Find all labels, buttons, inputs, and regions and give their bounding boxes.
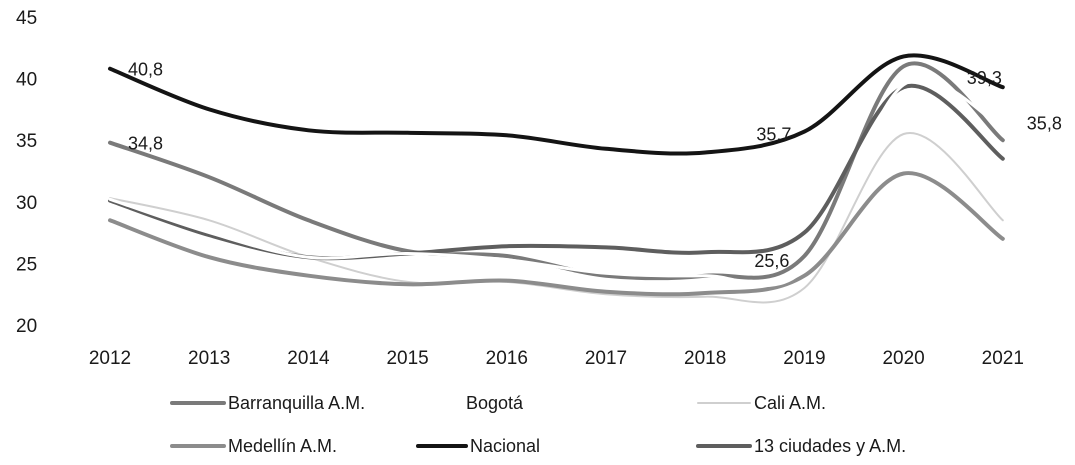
x-tick-label: 2017 xyxy=(585,348,627,369)
legend-label: Bogotá xyxy=(466,393,524,413)
legend-label: Barranquilla A.M. xyxy=(228,393,365,413)
x-tick-label: 2016 xyxy=(486,348,528,369)
legend-item: 13 ciudades y A.M. xyxy=(696,436,906,456)
x-axis: 2012 2013 2014 2015 2016 2017 2018 2019 2020 2021 xyxy=(89,348,1024,369)
legend-label: Cali A.M. xyxy=(754,393,826,413)
x-tick-label: 2021 xyxy=(982,348,1024,369)
legend-label: 13 ciudades y A.M. xyxy=(754,436,906,456)
legend-item: Barranquilla A.M. xyxy=(170,393,365,413)
data-label: 40,8 xyxy=(128,60,163,80)
x-tick-label: 2013 xyxy=(188,348,230,369)
legend-label: Nacional xyxy=(470,436,540,456)
legend-item: Cali A.M. xyxy=(697,393,826,413)
y-tick-label: 35 xyxy=(16,131,37,152)
y-tick-label: 45 xyxy=(16,8,37,29)
data-label: 39,3 xyxy=(967,68,1002,88)
x-tick-label: 2020 xyxy=(882,348,924,369)
series-line-cali-a-m xyxy=(109,132,1004,304)
y-tick-label: 25 xyxy=(16,254,37,275)
series-lines xyxy=(108,53,1005,304)
x-tick-label: 2019 xyxy=(783,348,825,369)
x-tick-label: 2018 xyxy=(684,348,726,369)
x-tick-label: 2014 xyxy=(287,348,330,369)
y-tick-label: 40 xyxy=(16,70,37,91)
legend: Barranquilla A.M. Bogotá Cali A.M. Medellín… xyxy=(170,393,906,456)
x-tick-label: 2012 xyxy=(89,348,131,369)
data-label: 34,8 xyxy=(128,134,163,154)
data-label: 25,6 xyxy=(754,251,789,271)
y-tick-label: 30 xyxy=(16,193,37,214)
series-line-medellin-a-m xyxy=(108,171,1005,297)
y-axis: 20 25 30 35 40 45 xyxy=(16,8,37,337)
legend-item: Medellín A.M. xyxy=(170,436,337,456)
data-label: 35,8 xyxy=(1027,113,1062,133)
series-line-nacional xyxy=(108,53,1005,156)
legend-label: Medellín A.M. xyxy=(228,436,337,456)
data-labels: 40,8 34,8 35,7 25,6 39,3 35,8 xyxy=(128,60,1062,271)
legend-item: Nacional xyxy=(416,436,540,456)
legend-item: Bogotá xyxy=(416,393,524,413)
x-tick-label: 2015 xyxy=(386,348,428,369)
data-label: 35,7 xyxy=(756,125,791,145)
y-tick-label: 20 xyxy=(16,316,37,337)
series-line-bogota xyxy=(108,77,1005,287)
